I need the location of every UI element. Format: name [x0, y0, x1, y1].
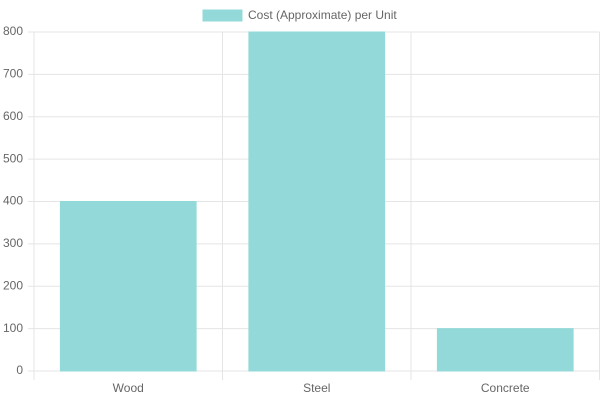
bar	[436, 328, 574, 372]
y-tick-label: 200	[3, 278, 23, 292]
y-tick-label: 700	[3, 67, 23, 81]
bar	[59, 201, 197, 372]
y-tick-label: 0	[16, 363, 23, 377]
y-tick-label: 300	[3, 236, 23, 250]
legend-label: Cost (Approximate) per Unit	[248, 8, 397, 22]
y-tick-label: 800	[3, 24, 23, 38]
legend-swatch	[202, 9, 243, 22]
x-tick-label: Concrete	[481, 381, 530, 395]
y-tick-label: 500	[3, 151, 23, 165]
y-tick-label: 100	[3, 321, 23, 335]
y-tick-label: 600	[3, 109, 23, 123]
x-tick-label: Wood	[113, 381, 144, 395]
x-tick-label: Steel	[303, 381, 330, 395]
y-tick-label: 400	[3, 194, 23, 208]
bar	[248, 31, 386, 372]
